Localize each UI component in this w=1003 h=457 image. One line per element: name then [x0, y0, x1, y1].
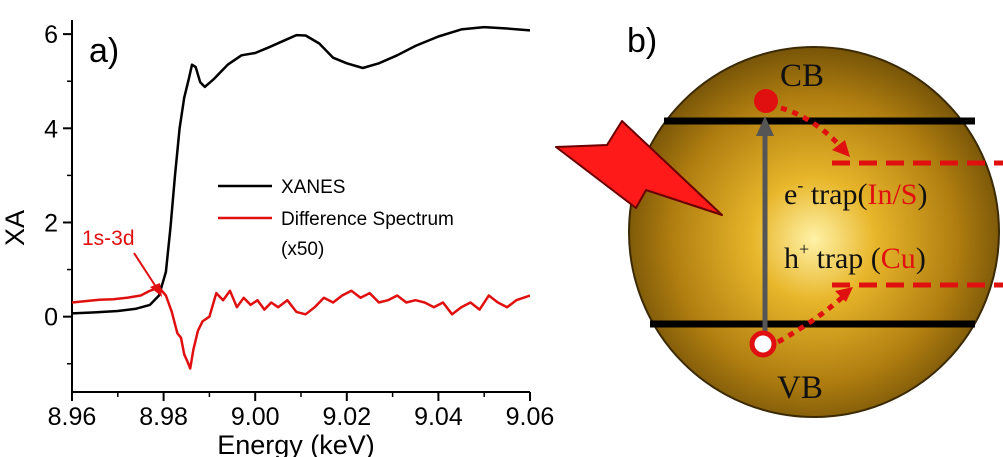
excitation-arrowhead — [756, 116, 774, 136]
hole-trap-label: h+ trap (Cu) — [784, 239, 926, 275]
hole-trap-arrowhead — [835, 287, 853, 302]
legend: XANES Difference Spectrum (x50) — [218, 177, 454, 260]
x-tick-label: 9.04 — [414, 403, 463, 431]
y-tick-label: 2 — [44, 209, 58, 237]
cb-label: CB — [780, 58, 824, 94]
legend-note: (x50) — [281, 239, 324, 260]
electron-trap-arrowhead — [832, 140, 850, 157]
x-ticks: 8.96 8.98 9.00 9.02 9.04 9.06 — [48, 392, 555, 431]
legend-label-difference: Difference Spectrum — [281, 209, 454, 230]
annotation-label: 1s-3d — [82, 227, 135, 250]
electron-trap-sup: - — [797, 175, 803, 195]
hole-trap-element: Cu — [881, 242, 916, 275]
y-tick-label: 6 — [44, 21, 58, 49]
panel-label-b: b) — [627, 22, 657, 60]
electron-trap-transfer-arrow — [780, 105, 846, 152]
y-tick-label: 0 — [44, 304, 58, 332]
x-tick-label: 8.98 — [139, 403, 188, 431]
electron-trap-element: In/S — [867, 178, 917, 211]
hole-dot — [749, 330, 777, 358]
annotation-1s-3d: 1s-3d — [82, 227, 162, 297]
hole-trap-close: ) — [916, 242, 926, 275]
lightning-bolt-icon — [555, 120, 723, 216]
x-tick-label: 8.96 — [48, 403, 97, 431]
x-axis-title: Energy (keV) — [217, 430, 375, 457]
electron-trap-label: e- trap(In/S) — [784, 175, 927, 211]
panel-label-a: a) — [89, 32, 119, 70]
series-layer — [72, 25, 530, 370]
annotation-arrow-shaft — [133, 252, 159, 291]
hole-trap-symbol: h — [784, 242, 799, 275]
annotation-arrow-head — [150, 283, 162, 297]
electron-trap-close: ) — [917, 178, 927, 211]
electron-dot — [754, 89, 778, 113]
electron-trap-word: trap( — [803, 178, 867, 211]
y-tick-label: 4 — [44, 115, 58, 143]
vb-label: VB — [777, 370, 823, 406]
series-line-xanes — [72, 25, 530, 315]
x-tick-label: 9.02 — [322, 403, 371, 431]
hole-trap-transfer-arrow — [776, 292, 848, 345]
xanes-chart: a) 8.96 8.98 9.00 9.02 9.04 9.06 0 2 4 6 Energy … — [0, 20, 554, 457]
hole-trap-word: trap ( — [809, 242, 881, 275]
nanocrystal-sphere — [628, 46, 1000, 418]
y-ticks: 0 2 4 6 — [44, 21, 72, 365]
band-diagram: b) CB VB e- trap(In/S) h+ trap (Cu) — [555, 22, 1003, 418]
x-tick-label: 9.06 — [506, 403, 555, 431]
hole-trap-sup: + — [799, 239, 809, 259]
y-axis-title: XA — [0, 210, 30, 246]
legend-label-xanes: XANES — [281, 177, 345, 198]
series-line-difference — [72, 286, 530, 370]
electron-trap-symbol: e — [784, 178, 797, 211]
x-tick-label: 9.00 — [231, 403, 280, 431]
